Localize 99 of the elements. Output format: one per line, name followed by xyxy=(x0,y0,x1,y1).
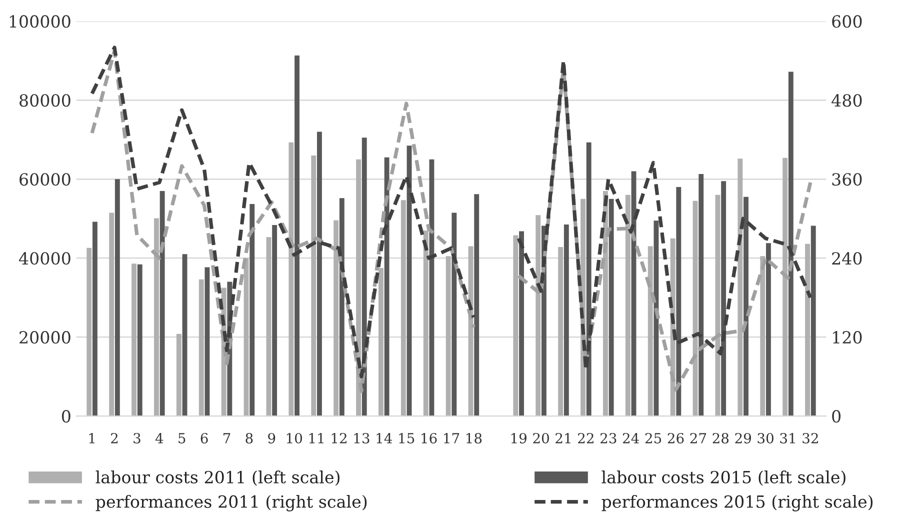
bar xyxy=(564,224,569,416)
x-tick-label: 32 xyxy=(802,432,818,444)
bar xyxy=(760,256,766,416)
x-tick-label: 26 xyxy=(668,432,684,444)
bar xyxy=(519,231,524,416)
bar xyxy=(311,155,316,416)
bar xyxy=(744,196,748,416)
x-tick-label: 20 xyxy=(533,432,549,444)
x-tick-label: 1 xyxy=(89,432,94,444)
bar xyxy=(272,224,278,416)
bar xyxy=(266,237,272,416)
bar xyxy=(452,212,457,416)
x-tick-label: 30 xyxy=(758,432,774,444)
bar xyxy=(176,334,182,416)
y-tick-label: 80000 xyxy=(20,94,70,107)
bar xyxy=(362,138,367,416)
x-tick-label: 7 xyxy=(223,433,230,444)
bar xyxy=(766,243,771,416)
bar xyxy=(805,244,810,416)
legend-label: labour costs 2015 (left scale) xyxy=(602,470,846,486)
bar xyxy=(586,142,592,416)
bar xyxy=(608,198,614,416)
x-tick-label: 31 xyxy=(780,432,795,444)
x-tick-label: 5 xyxy=(178,433,186,444)
legend-label: labour costs 2011 (left scale) xyxy=(96,470,340,486)
bar xyxy=(294,56,300,416)
bar xyxy=(810,226,816,416)
x-tick-label: 4 xyxy=(155,432,164,444)
bar xyxy=(429,159,434,416)
bar xyxy=(132,264,136,416)
x-tick-label: 21 xyxy=(556,432,570,444)
x-tick-label: 24 xyxy=(622,432,639,444)
x-tick-label: 27 xyxy=(690,432,706,444)
bar xyxy=(698,174,704,416)
bar xyxy=(250,204,255,416)
x-tick-label: 28 xyxy=(712,432,729,444)
bar xyxy=(721,181,726,416)
x-tick-label: 6 xyxy=(200,432,208,444)
x-tick-label: 29 xyxy=(735,432,751,444)
x-tick-label: 14 xyxy=(376,432,392,444)
bar xyxy=(114,179,120,416)
bar xyxy=(86,248,92,416)
bar xyxy=(154,218,159,416)
x-tick-label: 17 xyxy=(444,432,460,444)
bar xyxy=(423,230,428,416)
x-tick-label: 12 xyxy=(332,432,346,444)
x-tick-label: 3 xyxy=(134,432,140,444)
y2-tick-label: 480 xyxy=(832,94,862,107)
bar xyxy=(625,194,630,416)
x-tick-label: 9 xyxy=(268,432,276,444)
bar xyxy=(474,194,480,416)
bar xyxy=(92,222,98,416)
y2-tick-label: 240 xyxy=(832,252,862,265)
bar xyxy=(782,158,788,416)
bar xyxy=(738,158,743,416)
legend-label: performances 2011 (right scale) xyxy=(96,495,367,512)
bar xyxy=(558,247,564,416)
bar xyxy=(648,246,653,416)
bar xyxy=(204,267,210,416)
x-tick-label: 19 xyxy=(511,432,526,444)
bar xyxy=(536,215,541,416)
y2-tick-label: 600 xyxy=(832,15,862,28)
y2-tick-label: 360 xyxy=(832,173,862,186)
y-tick-label: 20000 xyxy=(20,331,70,344)
x-tick-label: 8 xyxy=(246,432,253,444)
x-tick-label: 10 xyxy=(286,432,302,444)
x-tick-label: 23 xyxy=(600,432,616,444)
y-tick-label: 40000 xyxy=(18,252,70,265)
bar xyxy=(400,200,406,416)
x-tick-label: 22 xyxy=(578,432,594,444)
y-tick-label: 0 xyxy=(62,410,70,423)
bar xyxy=(198,279,204,416)
bar xyxy=(356,159,361,416)
bar xyxy=(378,268,384,416)
bar xyxy=(676,187,682,416)
bar xyxy=(446,256,451,416)
bar xyxy=(384,157,390,416)
bar xyxy=(513,235,518,416)
bar xyxy=(654,220,659,416)
y2-tick-label: 0 xyxy=(832,410,841,423)
y-tick-label: 100000 xyxy=(10,15,70,28)
bar xyxy=(334,220,339,416)
bar xyxy=(288,142,294,416)
x-tick-label: 2 xyxy=(111,432,118,444)
x-tick-label: 15 xyxy=(399,432,414,444)
x-tick-label: 11 xyxy=(309,432,324,444)
y-tick-label: 60000 xyxy=(20,173,70,186)
y2-tick-label: 120 xyxy=(833,331,862,344)
x-tick-label: 16 xyxy=(422,432,437,444)
bar xyxy=(109,212,114,416)
x-tick-label: 13 xyxy=(354,432,370,444)
bar xyxy=(182,254,188,416)
bar xyxy=(316,132,322,416)
x-tick-label: 18 xyxy=(466,432,482,444)
bar xyxy=(160,190,165,416)
bar xyxy=(137,264,142,416)
x-tick-label: 25 xyxy=(645,432,662,444)
legend-label: performances 2015 (right scale) xyxy=(602,495,873,512)
bar xyxy=(788,72,794,416)
